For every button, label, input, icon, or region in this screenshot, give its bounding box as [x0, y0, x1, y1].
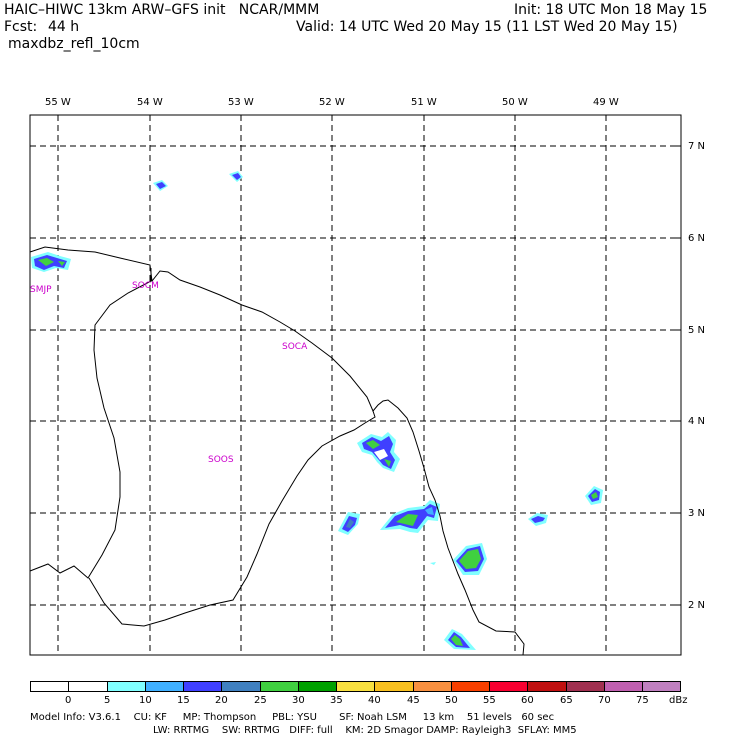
northern-coastline	[29, 246, 525, 656]
station-socm: SOCM	[132, 281, 159, 291]
colorbar-segment	[107, 681, 146, 692]
colorbar-unit: dBz	[669, 695, 688, 706]
lat-label-6n: 6 N	[688, 233, 706, 244]
station-smjp: SMJP	[30, 285, 52, 295]
lon-label-55w: 55 W	[45, 97, 71, 108]
reflectivity-cells	[31, 171, 603, 650]
inland-border-west	[29, 280, 152, 579]
map-title: HAIC–HIWC 13km ARW–GFS init NCAR/MMM	[4, 2, 320, 18]
valid-time: Valid: 14 UTC Wed 20 May 15 (11 LST Wed …	[296, 19, 678, 35]
colorbar-segment	[145, 681, 184, 692]
colorbar-tick-label: 10	[139, 695, 152, 706]
lon-label-54w: 54 W	[137, 97, 163, 108]
station-soca: SOCA	[282, 342, 308, 352]
init-time: Init: 18 UTC Mon 18 May 15	[514, 2, 708, 18]
station-labels: SMJP SOCM SOCA SOOS	[30, 281, 308, 465]
colorbar-tick-label: 60	[521, 695, 534, 706]
map-ticks	[57, 115, 681, 606]
lon-label-50w: 50 W	[502, 97, 528, 108]
colorbar-segment	[298, 681, 337, 692]
colorbar-segment	[527, 681, 567, 692]
cell-3n-east	[528, 513, 548, 526]
colorbar-tick-label: 75	[636, 695, 649, 706]
lat-label-7n: 7 N	[688, 141, 706, 152]
colorbar-segment	[374, 681, 414, 692]
forecast-hour-value: 44 h	[48, 19, 80, 35]
colorbar-tick-label: 30	[292, 695, 305, 706]
colorbar-tick-label: 25	[254, 695, 267, 706]
colorbar-tick-label: 50	[445, 695, 458, 706]
cell-7n-east	[229, 171, 243, 182]
cell-49w	[585, 486, 603, 505]
lon-label-52w: 52 W	[319, 97, 345, 108]
cell-coast-4n	[357, 432, 400, 472]
cell-7n-west	[153, 180, 168, 191]
colorbar-tick-label: 5	[104, 695, 111, 706]
lat-label-4n: 4 N	[688, 416, 706, 427]
colorbar-tick-label: 40	[368, 695, 381, 706]
lon-label-53w: 53 W	[228, 97, 254, 108]
map-frame	[29, 114, 682, 656]
cell-3n-west	[338, 512, 360, 535]
colorbar-tick-label: 0	[65, 695, 72, 706]
lat-label-3n: 3 N	[688, 508, 706, 519]
cell-3n-center	[380, 500, 440, 533]
colorbar-segment	[30, 681, 69, 692]
colorbar-segment	[642, 681, 681, 692]
model-info-line1: Model Info: V3.6.1 CU: KF MP: Thompson P…	[30, 712, 555, 723]
colorbar-tick-label: 20	[215, 695, 228, 706]
colorbar-segment	[566, 681, 605, 692]
colorbar-segment	[489, 681, 528, 692]
colorbar-segment	[260, 681, 299, 692]
colorbar-tick-label: 55	[483, 695, 496, 706]
field-name: maxdbz_refl_10cm	[8, 36, 140, 52]
colorbar-segment	[336, 681, 375, 692]
lat-label-2n: 2 N	[688, 600, 706, 611]
lon-label-51w: 51 W	[411, 97, 437, 108]
cell-smjp	[31, 252, 71, 272]
cell-2n-coast	[430, 543, 487, 575]
lat-label-5n: 5 N	[688, 325, 706, 336]
colorbar-segment	[221, 681, 261, 692]
colorbar-tick-label: 70	[598, 695, 611, 706]
lat-lon-grid	[30, 115, 681, 655]
colorbar-segment	[413, 681, 452, 692]
colorbar-segment	[451, 681, 490, 692]
colorbar-tick-label: 35	[330, 695, 343, 706]
colorbar-segment	[604, 681, 643, 692]
forecast-hour-label: Fcst:	[4, 19, 38, 35]
colorbar-segment	[183, 681, 222, 692]
lon-label-49w: 49 W	[593, 97, 619, 108]
colorbar-tick-label: 15	[177, 695, 190, 706]
colorbar-segment	[68, 681, 108, 692]
model-info-line2: LW: RRTMG SW: RRTMG DIFF: full KM: 2D Sm…	[153, 725, 577, 736]
coastline-and-borders	[29, 246, 525, 656]
cell-south-edge	[444, 629, 476, 650]
station-soos: SOOS	[208, 455, 234, 465]
colorbar-tick-label: 65	[560, 695, 573, 706]
oyapock-border	[88, 410, 376, 627]
colorbar-tick-label: 45	[407, 695, 420, 706]
